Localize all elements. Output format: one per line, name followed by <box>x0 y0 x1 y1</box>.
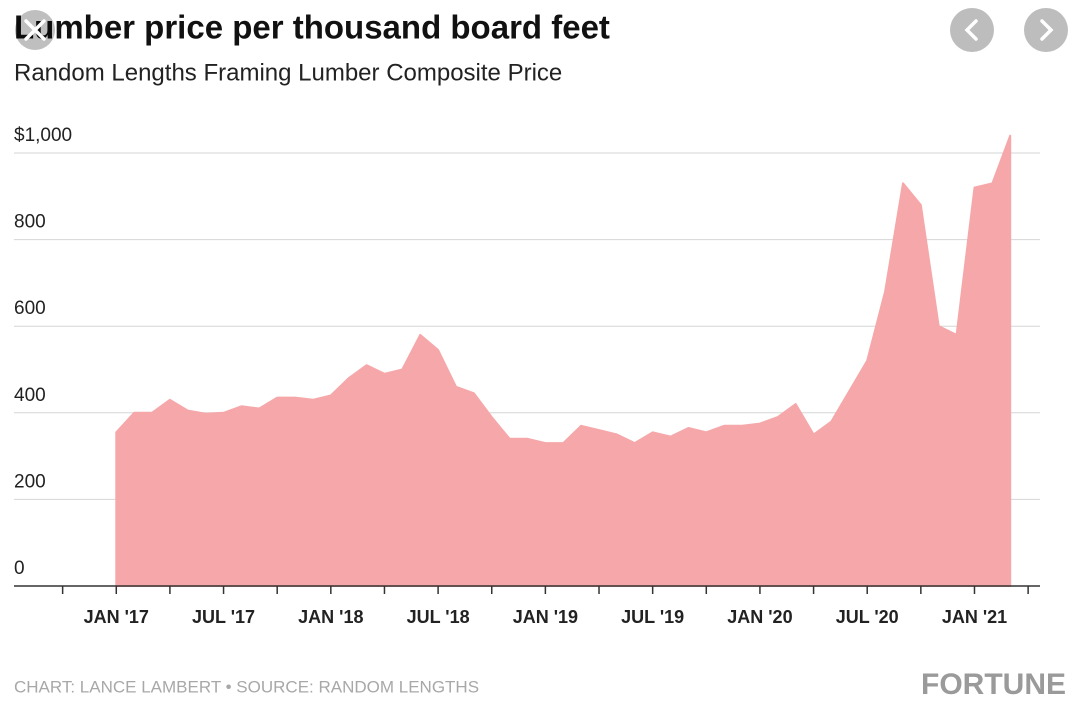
x-tick-label: JUL '20 <box>836 607 899 627</box>
caption: CHART: LANCE LAMBERT • SOURCE: RANDOM LE… <box>14 677 479 696</box>
previous-button[interactable] <box>950 8 994 52</box>
x-tick-label: JAN '18 <box>298 607 363 627</box>
x-tick-label: JUL '17 <box>192 607 255 627</box>
previous-button-bg <box>950 8 994 52</box>
x-tick-label: JAN '17 <box>84 607 149 627</box>
close-icon <box>24 19 46 41</box>
next-icon <box>1040 19 1054 41</box>
x-tick-label: JUL '19 <box>621 607 684 627</box>
y-tick-label: $1,000 <box>14 125 72 146</box>
area <box>115 134 1012 587</box>
y-tick-label: 0 <box>14 558 25 579</box>
next-button[interactable] <box>1024 8 1068 52</box>
x-tick-label: JAN '20 <box>727 607 792 627</box>
logo: FORTUNE <box>921 668 1066 701</box>
y-tick-label: 400 <box>14 385 46 406</box>
previous-icon <box>964 19 978 41</box>
y-tick-label: 200 <box>14 471 46 492</box>
plot: 0 200 400 600 800 $1,000 JAN '17 JUL '17 JAN '18… <box>14 125 1040 627</box>
next-button-bg <box>1024 8 1068 52</box>
chart-subtitle: Random Lengths Framing Lumber Composite … <box>14 59 562 86</box>
y-tick-label: 600 <box>14 298 46 319</box>
x-tick-label: JAN '19 <box>513 607 578 627</box>
chart-title: Lumber price per thousand board feet <box>14 9 610 46</box>
x-tick-label: JUL '18 <box>407 607 470 627</box>
close-button[interactable] <box>15 10 55 50</box>
x-tick-label: JAN '21 <box>942 607 1007 627</box>
y-tick-label: 800 <box>14 212 46 233</box>
